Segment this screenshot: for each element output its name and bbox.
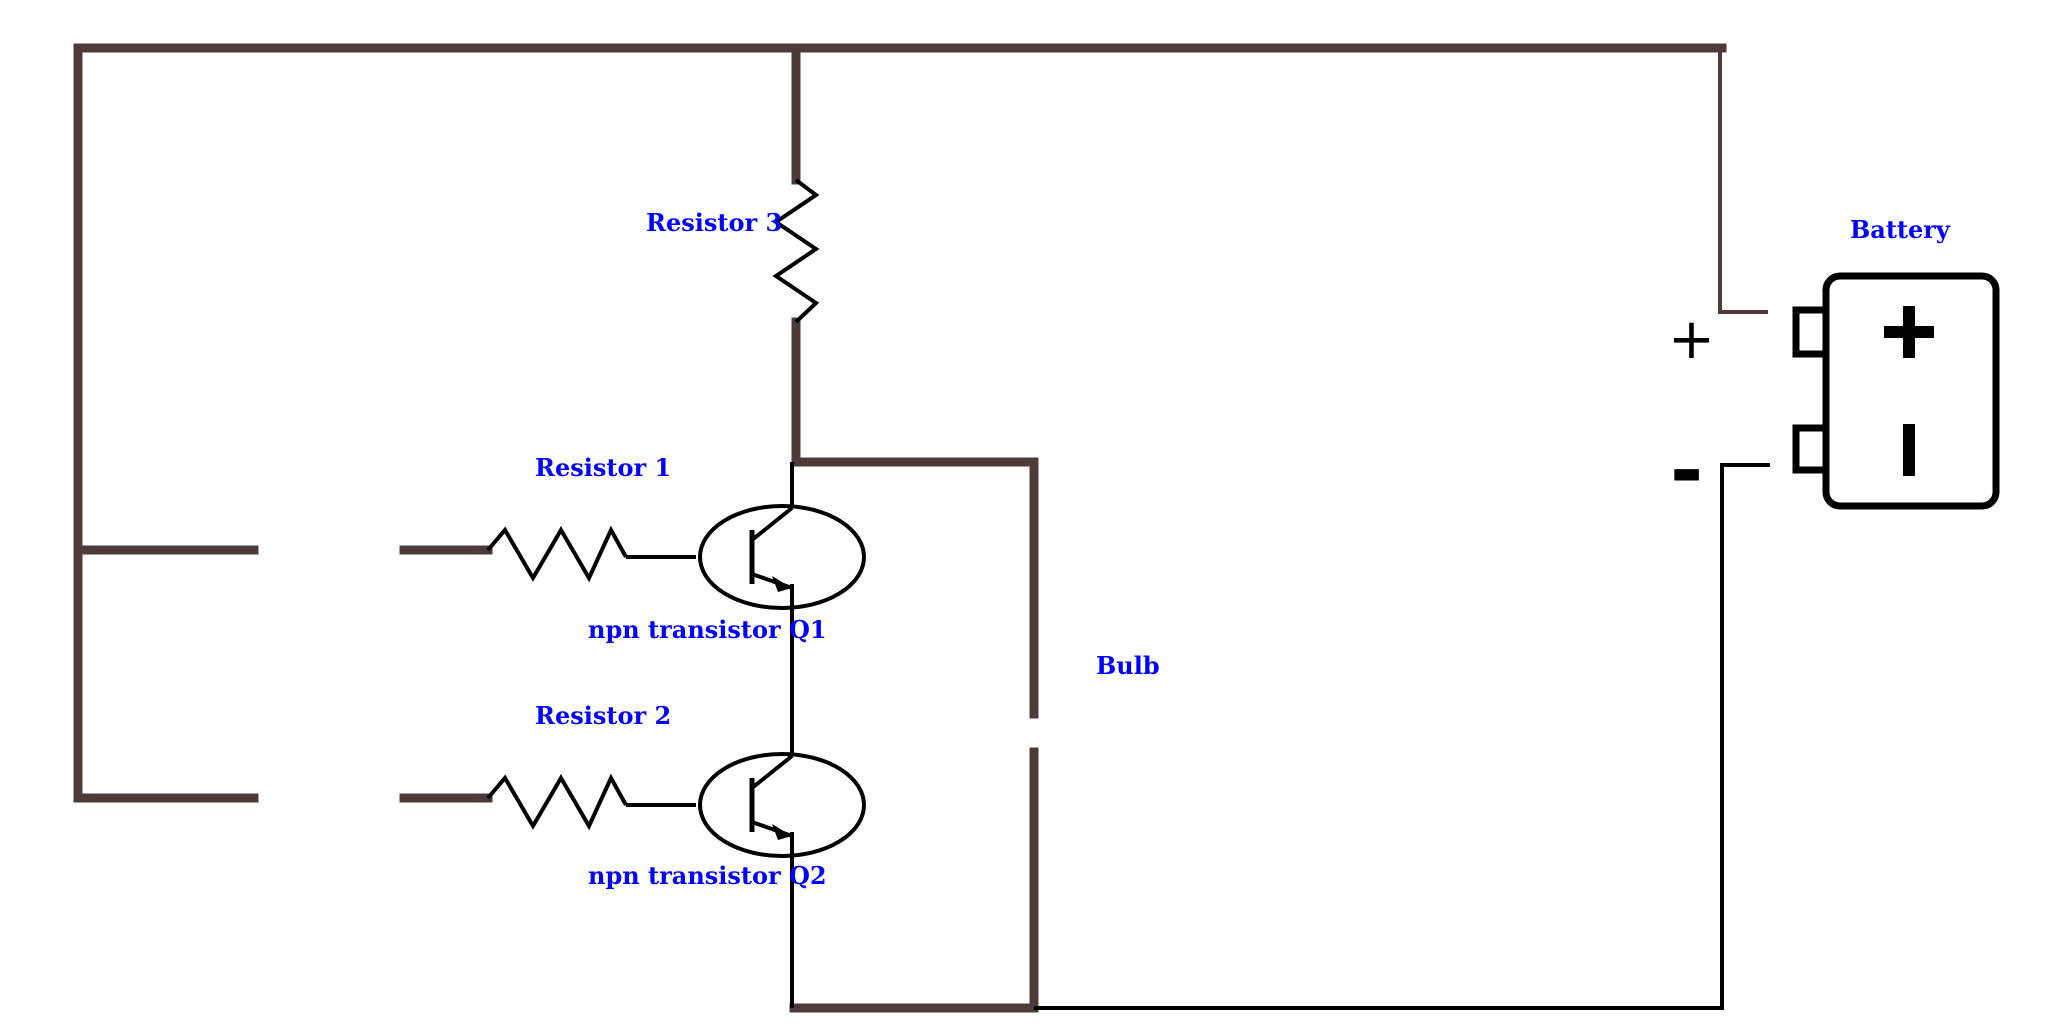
- battery-negative-terminal: [1792, 424, 1828, 474]
- transistor-q2-symbol: [698, 752, 866, 858]
- resistor-2-zigzag: [486, 773, 628, 831]
- transistor-q1-emitter-arrow: [772, 576, 792, 592]
- resistor-3-zigzag: [772, 178, 820, 324]
- transistor-q1-symbol: [698, 504, 866, 610]
- resistor-1-zigzag: [486, 525, 628, 583]
- wires: [73, 43, 1727, 1013]
- transistor-q2-emitter-arrow: [772, 824, 792, 840]
- q1-collector-to-bulb-wire: [791, 457, 1039, 719]
- transistor-q1-collector-line: [750, 506, 794, 542]
- transistor-q2-label: npn transistor Q2: [588, 861, 827, 890]
- resistor-1-label: Resistor 1: [535, 453, 671, 482]
- resistor-2-label: Resistor 2: [535, 701, 671, 730]
- battery-symbol: [1792, 272, 2000, 510]
- minus-terminal-label: -: [1670, 424, 1703, 517]
- battery-plus-mark-horizontal: [1884, 326, 1934, 338]
- battery-positive-wire: [1718, 48, 1768, 314]
- bulb-label: Bulb: [1096, 651, 1160, 680]
- transistor-q2-circle: [698, 752, 866, 858]
- leads: [626, 462, 1770, 1010]
- resistor-3-label: Resistor 3: [646, 208, 782, 237]
- battery-label: Battery: [1850, 215, 1951, 244]
- battery-negative-wire: [1034, 463, 1770, 1010]
- battery-minus-mark: [1903, 424, 1915, 476]
- transistor-q2-collector-line: [750, 754, 794, 790]
- plus-terminal-label: +: [1668, 307, 1715, 372]
- battery-body: [1822, 272, 2000, 510]
- transistor-q1-label: npn transistor Q1: [588, 615, 827, 644]
- transistor-q1-circle: [698, 504, 866, 610]
- battery-positive-terminal: [1792, 306, 1828, 358]
